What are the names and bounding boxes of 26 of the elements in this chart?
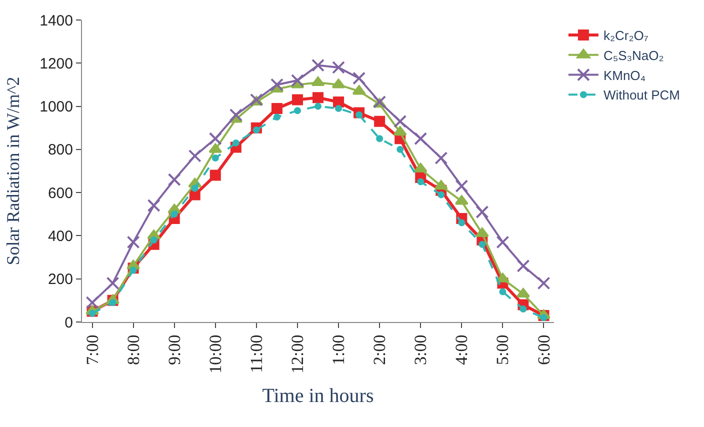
x-tick-label: 9:00 xyxy=(164,334,184,366)
x-tick-label: 6:00 xyxy=(534,334,554,366)
x-tick-label: 5:00 xyxy=(493,334,512,366)
y-tick-label: 800 xyxy=(48,142,73,159)
x-tick-label: 1:00 xyxy=(329,334,348,366)
x-tick-label: 3:00 xyxy=(411,334,430,366)
x-tick-label: 2:00 xyxy=(370,334,390,366)
x-tick-label: 12:00 xyxy=(288,334,308,374)
legend-label: k₂Cr₂O₇ xyxy=(603,28,649,44)
y-tick-label: 1000 xyxy=(40,98,73,116)
y-axis-title: Solar Radiation in W/m^2 xyxy=(2,76,23,266)
y-tick-label: 400 xyxy=(48,228,73,245)
y-tick-label: 200 xyxy=(48,271,73,288)
x-tick-label: 8:00 xyxy=(124,334,143,366)
x-tick-label: 10:00 xyxy=(206,334,225,374)
y-tick-label: 1400 xyxy=(40,12,73,30)
x-tick-label: 7:00 xyxy=(82,334,102,366)
x-tick-label: 4:00 xyxy=(452,334,472,366)
legend-label: KMnO₄ xyxy=(603,68,646,83)
y-tick-label: 0 xyxy=(64,314,73,332)
x-tick-label: 11:00 xyxy=(246,334,266,373)
y-tick-label: 1200 xyxy=(40,55,73,72)
legend-label: C₅S₃NaO₂ xyxy=(603,48,664,63)
x-axis-title: Time in hours xyxy=(262,385,374,408)
y-tick-label: 600 xyxy=(48,184,73,202)
legend-label: Without PCM xyxy=(603,88,680,103)
